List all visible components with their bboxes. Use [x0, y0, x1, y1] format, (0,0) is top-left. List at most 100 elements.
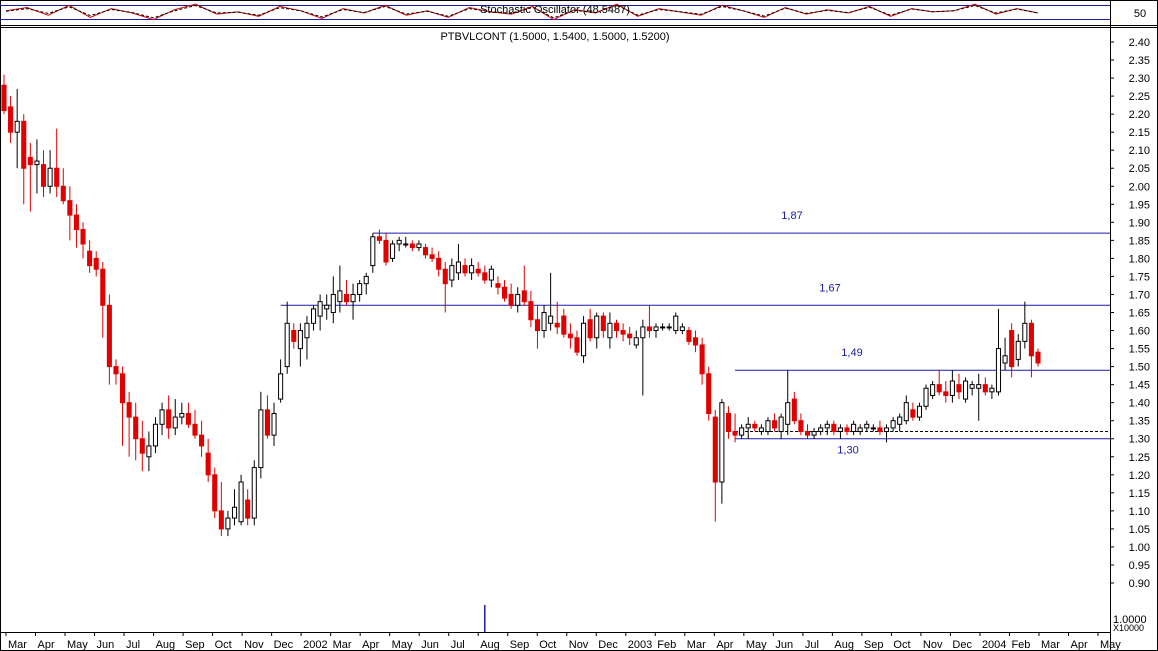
x-tick-label: Apr	[1070, 639, 1087, 651]
candle-body	[231, 506, 238, 519]
candle	[113, 359, 119, 385]
x-tick-label: May	[67, 639, 88, 651]
candle-body	[772, 420, 778, 429]
candle-body	[93, 257, 99, 270]
x-tick-label: Nov	[569, 639, 589, 651]
candle-body	[462, 265, 468, 274]
candle-body	[515, 293, 521, 306]
candle	[1035, 348, 1041, 367]
candle-body	[1022, 322, 1028, 342]
candle	[462, 258, 468, 277]
y-tick-label: 2.35	[1129, 55, 1150, 67]
candle	[798, 413, 804, 436]
candle-body	[534, 319, 541, 332]
candle-body	[225, 517, 231, 530]
candle	[877, 420, 883, 436]
x-tick-label: Jul	[126, 639, 140, 651]
candle	[765, 417, 771, 436]
candle	[943, 381, 949, 403]
candle-body	[120, 373, 126, 404]
y-tick-label: 1.65	[1129, 308, 1150, 320]
candle	[396, 236, 402, 252]
stochastic-signal-line	[5, 4, 1039, 19]
candle	[218, 482, 224, 537]
candle	[666, 323, 672, 331]
candle	[910, 402, 916, 421]
candle-body	[646, 326, 652, 332]
candle-body	[949, 380, 955, 396]
candle	[686, 326, 692, 345]
candle-body	[574, 337, 580, 353]
x-tick-label: Jun	[421, 639, 439, 651]
candle-body	[60, 185, 66, 202]
candle-body	[152, 423, 159, 447]
y-tick-label: 1.50	[1129, 362, 1150, 374]
candle	[587, 308, 593, 342]
time-x-axis: Mar Apr May Jun Jul Aug Sep Oct Nov Dec 2002 Mar Apr…	[5, 632, 1121, 651]
volume-scale-label: X10000	[1113, 623, 1144, 633]
candle-body	[40, 164, 47, 187]
candle-body	[133, 416, 139, 440]
candle	[679, 323, 685, 335]
candle-body	[1, 84, 7, 112]
candle-body	[732, 431, 738, 436]
candle-body	[47, 167, 53, 187]
candle	[890, 417, 896, 432]
candle	[646, 305, 652, 338]
candle-body	[890, 420, 896, 429]
candle-body	[554, 322, 560, 328]
candle-body	[831, 423, 837, 433]
candle	[376, 229, 382, 244]
candle	[660, 323, 666, 331]
candle	[54, 128, 60, 198]
candle-body	[363, 275, 369, 285]
candle-body	[699, 344, 705, 375]
candle-body	[8, 106, 14, 133]
candle	[304, 316, 310, 360]
candle	[673, 312, 679, 335]
candle	[857, 424, 863, 436]
candle	[811, 427, 817, 439]
candle-body	[390, 243, 396, 259]
candle-body	[930, 384, 936, 396]
candle	[627, 326, 633, 345]
candle	[409, 240, 415, 252]
candle	[600, 312, 606, 338]
candle	[60, 168, 66, 205]
candle	[14, 88, 20, 169]
candle-body	[883, 427, 890, 433]
candle-body	[778, 416, 784, 433]
x-tick-label: May	[1100, 639, 1121, 651]
candle	[640, 319, 646, 396]
candle-body	[297, 330, 303, 350]
candle	[1009, 323, 1015, 378]
candle-body	[567, 333, 573, 339]
y-tick-label: 1.05	[1129, 524, 1150, 536]
candle-body	[14, 120, 20, 133]
candle-body	[804, 431, 811, 436]
candle	[1002, 337, 1008, 371]
candle-body	[660, 326, 666, 329]
candle-body	[963, 380, 969, 400]
candle	[824, 420, 830, 436]
candle-body	[21, 120, 27, 169]
x-tick-label: Dec	[952, 639, 972, 651]
candle	[192, 409, 198, 439]
candle-body	[278, 373, 284, 400]
candle	[739, 424, 745, 439]
candle	[692, 330, 699, 353]
y-tick-label: 2.25	[1129, 91, 1150, 103]
candle	[633, 330, 639, 349]
candle-body	[785, 402, 791, 425]
candle-body	[159, 409, 165, 425]
y-tick-label: 1.70	[1129, 289, 1150, 301]
y-tick-label: 1.95	[1129, 199, 1150, 211]
candle	[80, 222, 86, 259]
candle	[231, 489, 238, 526]
x-tick-label: Jun	[775, 639, 793, 651]
stochastic-y-tick: 50	[1134, 8, 1146, 20]
candle-body	[844, 427, 850, 433]
candle	[271, 402, 277, 446]
x-tick-label: Apr	[362, 639, 379, 651]
x-tick-label: Aug	[480, 639, 500, 651]
